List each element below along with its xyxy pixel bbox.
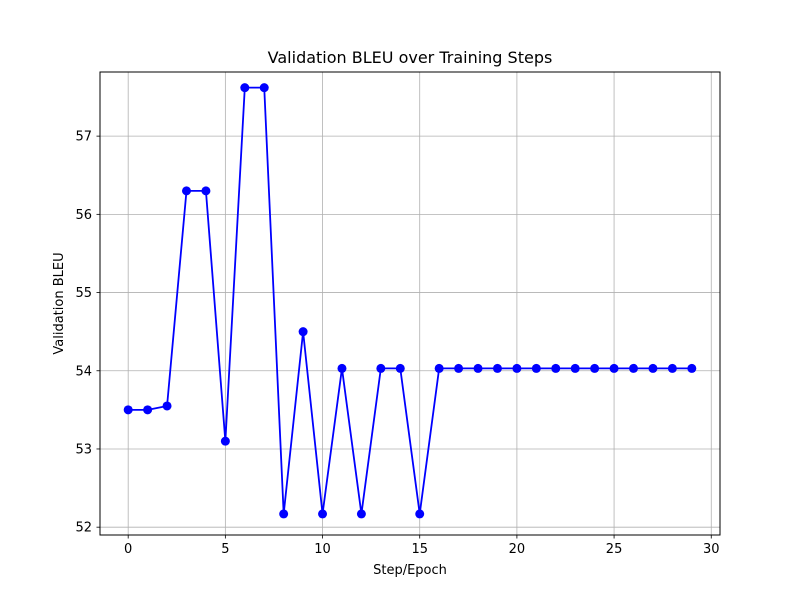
data-point [220,436,230,446]
data-point [570,363,580,373]
data-point [162,401,172,411]
x-tick-label: 25 [606,542,623,557]
data-point [279,509,289,519]
data-point [687,363,697,373]
y-tick-label: 54 [75,364,92,379]
y-tick-label: 55 [75,286,92,301]
data-point [454,363,464,373]
data-point [551,363,561,373]
data-point [143,405,153,415]
data-point [337,363,347,373]
data-point [318,509,328,519]
data-point [434,363,444,373]
data-point [240,83,250,93]
tick-layer: 0 5 10 15 20 25 30 52 53 54 55 56 57 [75,130,719,557]
y-tick-label: 53 [75,442,92,457]
y-tick-label: 57 [75,130,92,145]
data-point [395,363,405,373]
x-axis-label: Step/Epoch [373,563,447,578]
data-point [356,509,366,519]
y-axis-label: Validation BLEU [52,252,67,354]
plot-frame [99,71,721,536]
x-tick-label: 15 [411,542,428,557]
data-point [590,363,600,373]
data-point [181,186,191,196]
data-point [531,363,541,373]
data-point [415,509,425,519]
data-point [298,327,308,337]
data-point [609,363,619,373]
x-tick-label: 10 [314,542,331,557]
data-point [629,363,639,373]
series-layer [123,83,697,519]
data-point [123,405,133,415]
data-point [473,363,483,373]
data-point [201,186,211,196]
data-point [648,363,658,373]
data-point [259,83,269,93]
y-tick-label: 56 [75,208,92,223]
x-tick-label: 5 [221,542,229,557]
data-point [492,363,502,373]
x-tick-label: 0 [124,542,132,557]
data-point [376,363,386,373]
x-tick-label: 20 [509,542,526,557]
data-point [667,363,677,373]
chart-title: Validation BLEU over Training Steps [268,48,553,67]
x-tick-label: 30 [703,542,720,557]
data-point [512,363,522,373]
y-tick-label: 52 [75,521,92,536]
